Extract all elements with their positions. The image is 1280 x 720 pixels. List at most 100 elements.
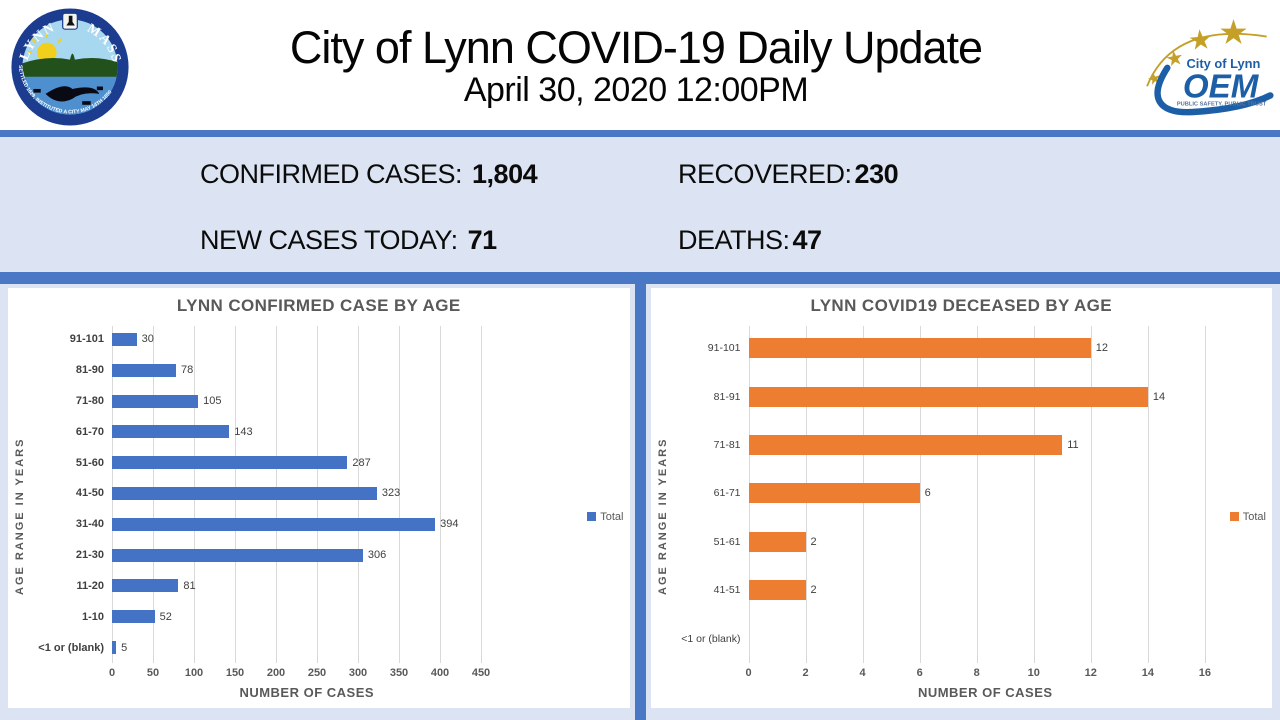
bar (112, 363, 176, 377)
new-cases-value: 71 (467, 225, 498, 255)
x-tick-label: 300 (348, 667, 368, 679)
seal-boot-icon (66, 15, 75, 26)
recovered-label: RECOVERED: (678, 159, 852, 189)
bar-value-label: 2 (810, 535, 817, 548)
category-label: 71-81 (713, 439, 741, 452)
oem-logo: City of Lynn OEM PUBLIC SAFETY, PUBLIC T… (1136, 8, 1274, 124)
bar-value-label: 287 (352, 456, 371, 469)
x-tick-label: 0 (745, 667, 752, 679)
charts-area: LYNN CONFIRMED CASE BY AGE AGE RANGE IN … (0, 284, 1280, 720)
confirmed-by-age-chart: LYNN CONFIRMED CASE BY AGE AGE RANGE IN … (8, 288, 630, 708)
stats-band: CONFIRMED CASES: 1,804 RECOVERED: 230 NE… (0, 137, 1280, 272)
bar-value-label: 2 (810, 584, 817, 597)
bar-track: 30 (112, 324, 502, 355)
confirmed-cases-value: 1,804 (472, 159, 538, 189)
bar-value-label: 81 (183, 579, 196, 592)
chart-row: 41-50 323 (34, 478, 620, 509)
x-ticks: 0 2 4 6 8 10 12 14 16 (745, 667, 1223, 683)
gridline (976, 326, 978, 663)
bar (112, 425, 230, 439)
x-tick-label: 450 (471, 667, 491, 679)
chart-title: LYNN COVID19 DECEASED BY AGE (810, 296, 1113, 315)
deceased-by-age-chart: LYNN COVID19 DECEASED BY AGE AGE RANGE I… (650, 288, 1273, 708)
category-label: 61-71 (713, 487, 741, 500)
stats-charts-divider (0, 272, 1280, 284)
category-label: 11-20 (76, 579, 104, 592)
x-tick-label: 8 (973, 667, 980, 679)
bar-track: 52 (112, 601, 502, 632)
bar-track: 6 (748, 469, 1223, 517)
chart-row: 61-70 143 (34, 416, 620, 447)
bar-track: 81 (112, 571, 502, 602)
header-divider (0, 130, 1280, 137)
chart-row: 51-60 287 (34, 447, 620, 478)
category-label: 1-10 (81, 610, 104, 623)
category-label: 81-91 (713, 390, 741, 403)
x-tick-label: 4 (859, 667, 866, 679)
oem-logo-icon: City of Lynn OEM PUBLIC SAFETY, PUBLIC T… (1146, 19, 1274, 116)
bar (112, 517, 436, 531)
gridline (399, 326, 400, 663)
city-seal-icon: LYNN MASS SETTLED 1629, INSTITUTED A CIT… (11, 8, 129, 126)
chart-row: 91-101 30 (34, 324, 620, 355)
category-label: 61-70 (75, 425, 104, 438)
bar-track: 78 (112, 355, 502, 386)
chart-legend: Total (1229, 511, 1266, 523)
bar (112, 394, 199, 408)
legend-swatch-icon (587, 512, 597, 522)
category-label: 41-50 (75, 487, 104, 500)
x-tick-label: 250 (307, 667, 327, 679)
bar-track: 2 (748, 518, 1223, 566)
bar-track: 287 (112, 447, 502, 478)
category-label: 81-90 (75, 364, 104, 377)
plot-grid: 91-101 30 81-90 78 71-80 105 61-70 143 51-60 287 4… (34, 324, 620, 663)
chart-row: 51-61 2 (677, 518, 1263, 566)
bar-value-label: 14 (1152, 390, 1166, 403)
x-tick-label: 10 (1027, 667, 1040, 679)
gridline (1033, 326, 1035, 663)
bar-value-label: 11 (1067, 439, 1079, 452)
new-cases-stat: NEW CASES TODAY: 71 (200, 225, 497, 256)
x-tick-label: 0 (108, 667, 116, 679)
recovered-value: 230 (854, 159, 899, 189)
category-label: 51-61 (713, 535, 741, 548)
bar-value-label: 323 (381, 487, 401, 500)
x-tick-label: 400 (430, 667, 450, 679)
chart-row: 31-40 394 (34, 509, 620, 540)
bar (748, 386, 1148, 407)
bar-value-label: 12 (1095, 342, 1109, 355)
category-label: 51-60 (75, 456, 104, 469)
bar-track: 306 (112, 540, 502, 571)
category-label: 31-40 (75, 518, 104, 531)
bar (112, 332, 137, 346)
category-label: 41-51 (713, 584, 741, 597)
gridline (1090, 326, 1092, 663)
oem-line3: PUBLIC SAFETY, PUBLIC TRUST (1177, 102, 1267, 108)
x-tick-label: 12 (1084, 667, 1097, 679)
x-tick-label: 16 (1198, 667, 1211, 679)
gridline (1147, 326, 1149, 663)
bar-track: 12 (748, 324, 1223, 372)
x-tick-label: 200 (266, 667, 286, 679)
category-label: 91-101 (69, 333, 104, 346)
chart-body: AGE RANGE IN YEARS 91-101 12 81-91 14 71-81 1… (651, 316, 1273, 708)
legend-label: Total (600, 510, 624, 523)
deaths-value: 47 (792, 225, 823, 255)
chart-row: <1 or (blank) (677, 615, 1263, 663)
bar-track (749, 615, 1223, 663)
y-axis-title: AGE RANGE IN YEARS (656, 437, 669, 595)
chart-row: 71-81 11 (677, 421, 1263, 469)
new-cases-label: NEW CASES TODAY: (200, 225, 458, 255)
bar-track: 105 (112, 386, 502, 417)
x-tick-label: 6 (916, 667, 923, 679)
oem-line1: City of Lynn (1186, 56, 1260, 71)
bar-value-label: 105 (203, 395, 222, 408)
bar (748, 435, 1063, 456)
chart-row: 61-71 6 (677, 469, 1263, 517)
x-tick-label: 150 (225, 667, 245, 679)
x-ticks: 0 50 100 150 200 250 300 350 400 450 (108, 667, 502, 683)
bar (748, 338, 1091, 359)
plot-wrap: 91-101 12 81-91 14 71-81 11 61-71 6 51-61 2 41-51 2… (677, 324, 1263, 708)
x-axis-title: NUMBER OF CASES (917, 685, 1053, 700)
chart-legend: Total (587, 510, 624, 523)
